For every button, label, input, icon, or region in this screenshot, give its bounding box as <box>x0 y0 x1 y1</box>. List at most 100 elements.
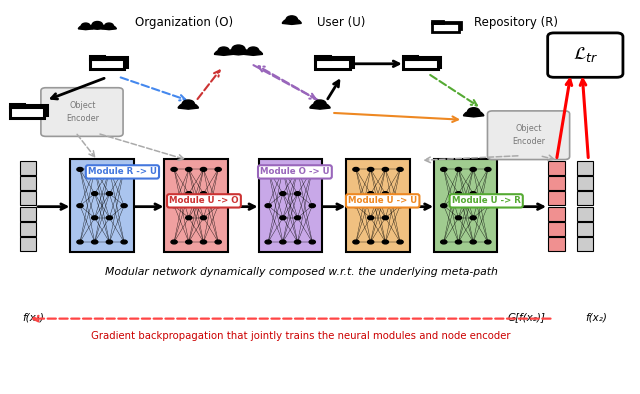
FancyBboxPatch shape <box>548 206 564 221</box>
Circle shape <box>77 240 83 244</box>
Wedge shape <box>282 19 301 24</box>
FancyBboxPatch shape <box>577 161 593 175</box>
Text: Module U -> U: Module U -> U <box>348 196 417 205</box>
Circle shape <box>309 204 316 208</box>
Circle shape <box>353 240 359 244</box>
Circle shape <box>92 216 98 220</box>
Circle shape <box>92 22 102 28</box>
Circle shape <box>280 192 286 195</box>
Text: $\mathcal{L}_{tr}$: $\mathcal{L}_{tr}$ <box>573 45 598 64</box>
Circle shape <box>200 240 207 244</box>
Circle shape <box>171 204 177 208</box>
Circle shape <box>382 167 388 171</box>
Text: Repository (R): Repository (R) <box>474 16 557 29</box>
FancyBboxPatch shape <box>577 222 593 236</box>
Circle shape <box>200 167 207 171</box>
Circle shape <box>468 108 480 115</box>
Circle shape <box>470 216 476 220</box>
Circle shape <box>484 167 491 171</box>
Circle shape <box>367 240 374 244</box>
Circle shape <box>470 240 476 244</box>
Circle shape <box>470 167 476 171</box>
FancyBboxPatch shape <box>548 176 564 190</box>
Wedge shape <box>214 50 233 55</box>
FancyBboxPatch shape <box>577 176 593 190</box>
Wedge shape <box>244 50 262 55</box>
Circle shape <box>215 240 221 244</box>
Circle shape <box>92 167 98 171</box>
Text: f(x₂): f(x₂) <box>585 312 607 322</box>
Text: f(x₁): f(x₁) <box>22 312 44 322</box>
Circle shape <box>121 204 127 208</box>
Circle shape <box>456 192 461 195</box>
Wedge shape <box>178 103 198 109</box>
FancyBboxPatch shape <box>316 56 330 59</box>
Circle shape <box>484 204 491 208</box>
Circle shape <box>186 240 192 244</box>
Circle shape <box>200 192 207 195</box>
Circle shape <box>265 240 271 244</box>
Circle shape <box>484 240 491 244</box>
FancyBboxPatch shape <box>403 59 438 69</box>
Text: User (U): User (U) <box>317 16 365 29</box>
Circle shape <box>309 167 316 171</box>
FancyBboxPatch shape <box>406 57 440 67</box>
Circle shape <box>382 240 388 244</box>
FancyBboxPatch shape <box>432 21 443 23</box>
Circle shape <box>470 192 476 195</box>
Circle shape <box>182 100 195 108</box>
Circle shape <box>294 167 301 171</box>
Circle shape <box>232 45 245 53</box>
Circle shape <box>353 167 359 171</box>
Circle shape <box>397 204 403 208</box>
Circle shape <box>367 192 374 195</box>
Circle shape <box>441 204 447 208</box>
Circle shape <box>456 167 461 171</box>
Circle shape <box>397 240 403 244</box>
FancyBboxPatch shape <box>434 159 497 252</box>
Circle shape <box>77 204 83 208</box>
FancyBboxPatch shape <box>20 161 36 175</box>
Text: Object
Encoder: Object Encoder <box>66 101 99 123</box>
Circle shape <box>106 192 113 195</box>
Circle shape <box>441 240 447 244</box>
FancyBboxPatch shape <box>432 23 459 32</box>
FancyBboxPatch shape <box>92 57 127 67</box>
Circle shape <box>280 240 286 244</box>
Circle shape <box>294 192 301 195</box>
FancyBboxPatch shape <box>20 222 36 236</box>
Circle shape <box>294 240 301 244</box>
Circle shape <box>286 16 298 23</box>
Circle shape <box>353 204 359 208</box>
FancyBboxPatch shape <box>13 105 47 115</box>
Wedge shape <box>227 48 250 55</box>
Text: Organization (O): Organization (O) <box>135 16 233 29</box>
Text: Module R -> U: Module R -> U <box>88 167 157 177</box>
Wedge shape <box>89 24 106 29</box>
Circle shape <box>456 216 461 220</box>
Text: Modular network dynamically composed w.r.t. the underlying meta-path: Modular network dynamically composed w.r… <box>105 267 498 277</box>
Circle shape <box>265 167 271 171</box>
FancyBboxPatch shape <box>577 191 593 205</box>
FancyBboxPatch shape <box>434 22 461 30</box>
Circle shape <box>382 216 388 220</box>
FancyBboxPatch shape <box>20 237 36 251</box>
FancyBboxPatch shape <box>548 33 623 77</box>
FancyBboxPatch shape <box>259 159 322 252</box>
Circle shape <box>106 167 113 171</box>
FancyBboxPatch shape <box>41 88 123 136</box>
FancyBboxPatch shape <box>20 191 36 205</box>
FancyBboxPatch shape <box>548 237 564 251</box>
FancyBboxPatch shape <box>90 56 104 59</box>
FancyBboxPatch shape <box>20 176 36 190</box>
Circle shape <box>200 216 207 220</box>
Circle shape <box>294 216 301 220</box>
Circle shape <box>382 192 388 195</box>
Text: Module U -> O: Module U -> O <box>169 196 239 205</box>
Wedge shape <box>463 110 484 117</box>
FancyBboxPatch shape <box>70 159 134 252</box>
FancyBboxPatch shape <box>488 111 570 160</box>
FancyBboxPatch shape <box>10 104 24 107</box>
FancyBboxPatch shape <box>20 206 36 221</box>
Circle shape <box>314 100 326 108</box>
